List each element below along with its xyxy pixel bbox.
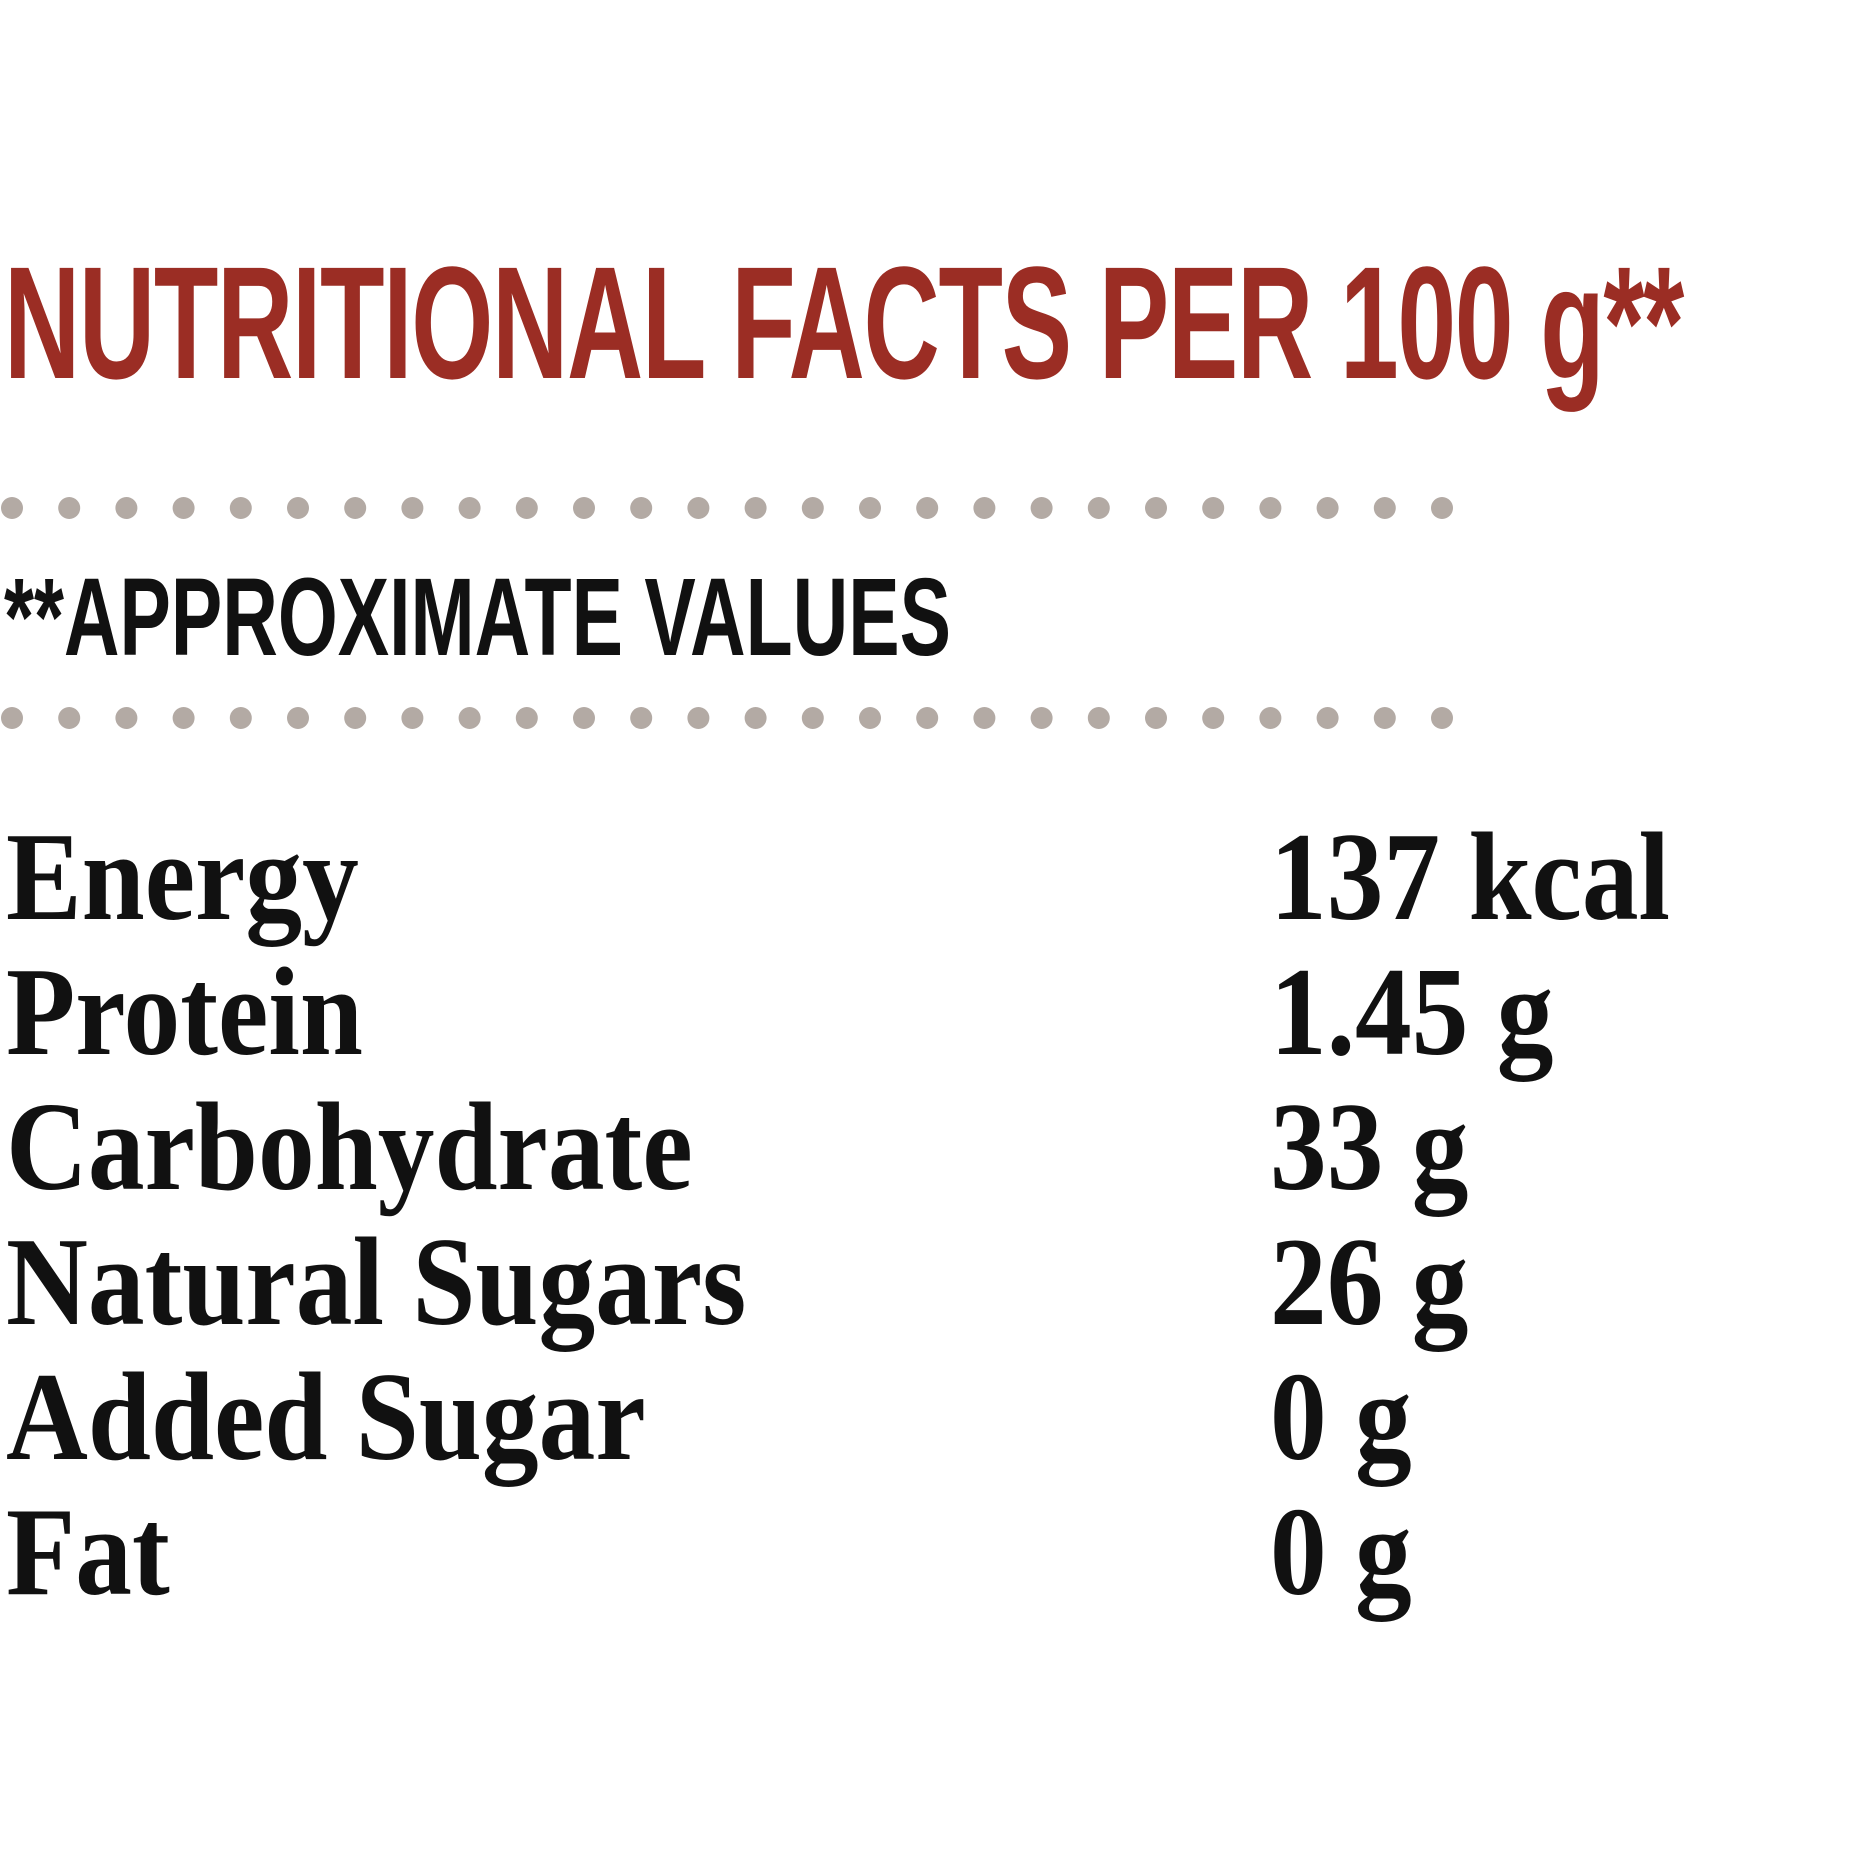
fact-value: 26 g (1270, 1213, 1469, 1352)
divider-dot (458, 497, 481, 519)
divider-dot (1, 707, 23, 729)
divider-dot (1, 497, 23, 519)
divider-dot (515, 707, 538, 729)
divider-dot (1431, 497, 1453, 519)
divider-dot (973, 497, 996, 519)
divider-dot (229, 497, 252, 519)
approximate-values-note: **APPROXIMATE VALUES (4, 556, 951, 679)
divider-dot (687, 497, 710, 519)
fact-label: Protein (6, 943, 363, 1082)
divider-dot (1087, 497, 1110, 519)
divider-dot (1087, 707, 1110, 729)
divider-dot (515, 497, 538, 519)
fact-row-fat: Fat 0 g (0, 1485, 1875, 1620)
fact-label: Energy (6, 808, 359, 947)
divider-dot (973, 707, 996, 729)
divider-dot (1316, 497, 1339, 519)
fact-label: Fat (6, 1483, 170, 1622)
divider-dot (630, 497, 653, 519)
divider-dot (744, 707, 767, 729)
divider-dot (573, 707, 595, 729)
divider-dot (401, 707, 424, 729)
nutrition-title: NUTRITIONAL FACTS PER 100 g** (4, 233, 1684, 412)
divider-dot (344, 707, 367, 729)
divider-dot (172, 707, 195, 729)
divider-dot (115, 707, 138, 729)
nutrition-facts-table: Energy 137 kcal Protein 1.45 g Carbohydr… (0, 810, 1875, 1620)
fact-label: Carbohydrate (6, 1078, 693, 1217)
divider-dot (115, 497, 138, 519)
divider-dot (58, 707, 81, 729)
divider-dot (916, 497, 939, 519)
fact-row-protein: Protein 1.45 g (0, 945, 1875, 1080)
fact-label: Added Sugar (6, 1348, 646, 1487)
divider-dot (1202, 707, 1225, 729)
divider-dot (1316, 707, 1339, 729)
divider-dot (859, 497, 881, 519)
fact-row-carbohydrate: Carbohydrate 33 g (0, 1080, 1875, 1215)
fact-value: 33 g (1270, 1078, 1469, 1217)
fact-row-energy: Energy 137 kcal (0, 810, 1875, 945)
divider-dot (916, 707, 939, 729)
divider-dot (1373, 497, 1396, 519)
divider-dot (744, 497, 767, 519)
divider-dot (801, 497, 824, 519)
dotted-divider-bottom (1, 707, 1453, 729)
divider-dot (172, 497, 195, 519)
divider-dot (687, 707, 710, 729)
fact-value: 137 kcal (1270, 808, 1671, 947)
divider-dot (58, 497, 81, 519)
divider-dot (1373, 707, 1396, 729)
divider-dot (801, 707, 824, 729)
divider-dot (401, 497, 424, 519)
fact-row-added-sugar: Added Sugar 0 g (0, 1350, 1875, 1485)
dotted-divider-top (1, 497, 1453, 519)
fact-value: 0 g (1270, 1483, 1412, 1622)
fact-value: 1.45 g (1270, 943, 1554, 1082)
divider-dot (344, 497, 367, 519)
divider-dot (287, 497, 309, 519)
divider-dot (229, 707, 252, 729)
fact-value: 0 g (1270, 1348, 1412, 1487)
divider-dot (1431, 707, 1453, 729)
divider-dot (1145, 707, 1167, 729)
fact-label: Natural Sugars (6, 1213, 747, 1352)
divider-dot (1202, 497, 1225, 519)
divider-dot (1030, 707, 1053, 729)
divider-dot (1259, 707, 1282, 729)
divider-dot (287, 707, 309, 729)
divider-dot (630, 707, 653, 729)
divider-dot (1145, 497, 1167, 519)
divider-dot (859, 707, 881, 729)
fact-row-natural-sugars: Natural Sugars 26 g (0, 1215, 1875, 1350)
divider-dot (1030, 497, 1053, 519)
divider-dot (573, 497, 595, 519)
divider-dot (458, 707, 481, 729)
divider-dot (1259, 497, 1282, 519)
